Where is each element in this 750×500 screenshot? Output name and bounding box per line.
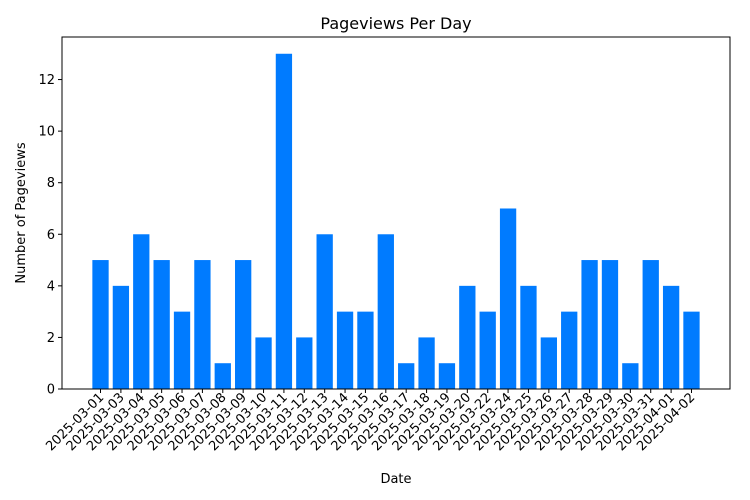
- y-tick-label: 4: [47, 279, 55, 294]
- bar-2025-03-27: [561, 311, 578, 389]
- bar-2025-03-24: [499, 208, 517, 389]
- bar-2025-03-16: [377, 234, 394, 389]
- plot-frame: [61, 36, 731, 390]
- bar-2025-04-02: [683, 311, 700, 389]
- bar-2025-03-11: [275, 53, 293, 389]
- bar-2025-03-06: [173, 311, 191, 389]
- bar-2025-03-04: [133, 234, 150, 389]
- bar-2025-03-31: [642, 260, 659, 389]
- y-tick-label: 6: [47, 228, 55, 243]
- x-axis-ticks: 2025-03-012025-03-032025-03-042025-03-05…: [43, 389, 698, 454]
- bar-2025-03-08: [214, 363, 231, 389]
- x-axis-label: Date: [380, 472, 411, 487]
- bar-2025-03-29: [601, 260, 619, 389]
- y-axis-ticks: 0 2 4 6 8 10 12: [38, 73, 62, 398]
- y-axis-label: Number of Pageviews: [14, 142, 29, 283]
- bar-2025-03-15: [357, 311, 374, 389]
- y-tick-label: 12: [38, 73, 55, 88]
- y-tick-label: 8: [47, 176, 55, 191]
- y-tick-label: 2: [47, 331, 55, 346]
- bar-2025-03-10: [255, 337, 272, 389]
- bar-2025-03-20: [459, 285, 476, 389]
- bar-2025-03-28: [581, 260, 598, 389]
- bar-2025-04-01: [662, 285, 680, 389]
- bar-2025-03-22: [479, 311, 496, 389]
- bar-2025-03-03: [112, 285, 130, 389]
- bar-2025-03-19: [438, 363, 456, 389]
- bar-2025-03-18: [418, 337, 435, 389]
- bars-group: [92, 53, 700, 389]
- bar-2025-03-17: [398, 363, 415, 389]
- bar-2025-03-25: [520, 285, 537, 389]
- y-tick-label: 0: [47, 383, 55, 398]
- bar-2025-03-30: [622, 363, 639, 389]
- bar-2025-03-01: [92, 260, 109, 389]
- bar-2025-03-26: [540, 337, 557, 389]
- bar-2025-03-05: [153, 260, 170, 389]
- bar-2025-03-07: [194, 260, 211, 389]
- bar-2025-03-09: [235, 260, 252, 389]
- bar-2025-03-14: [336, 311, 354, 389]
- bar-2025-03-13: [316, 234, 333, 389]
- bar-2025-03-12: [296, 337, 313, 389]
- chart-title: Pageviews Per Day: [320, 14, 471, 33]
- y-tick-label: 10: [38, 125, 55, 140]
